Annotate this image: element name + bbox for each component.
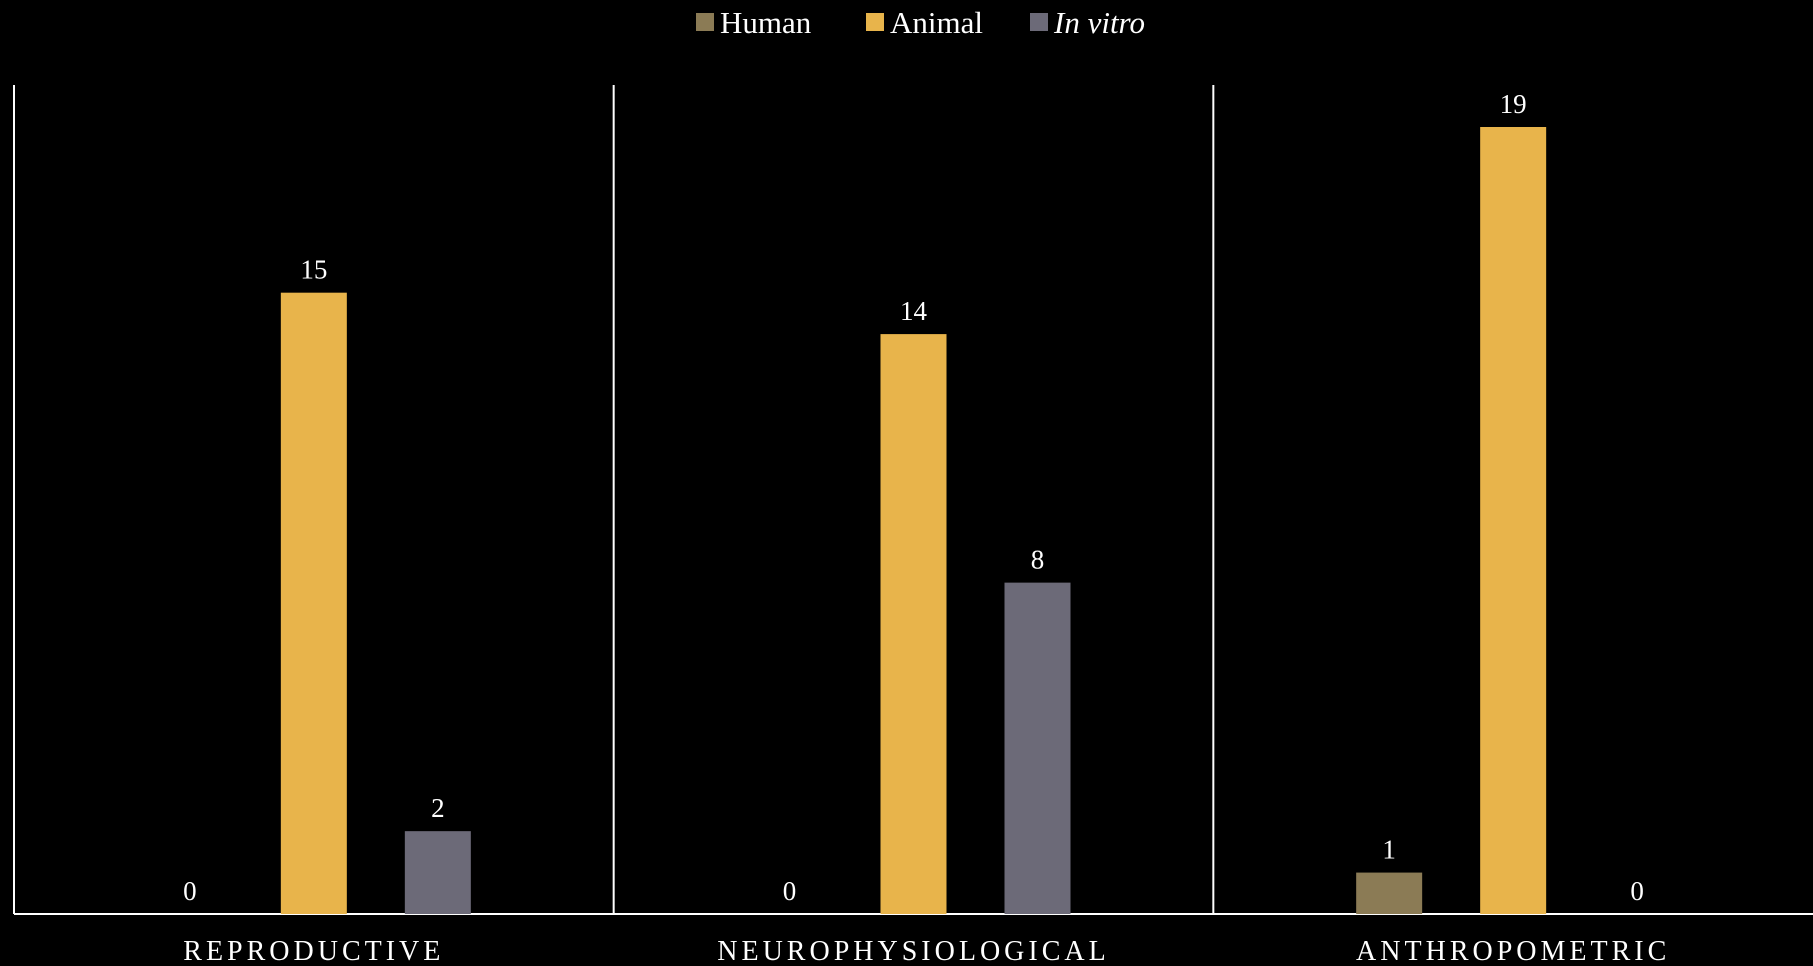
data-label-animal-neurophysiological: 14	[900, 296, 928, 326]
bar-in-vitro-neurophysiological	[1004, 582, 1071, 914]
bar-animal-anthropometric	[1480, 127, 1547, 914]
legend-label-human: Human	[720, 5, 812, 40]
data-label-in-vitro-reproductive: 2	[431, 793, 445, 823]
legend-swatch-animal	[866, 13, 884, 31]
bar-in-vitro-reproductive	[404, 831, 471, 914]
data-label-human-neurophysiological: 0	[783, 876, 797, 906]
data-label-human-reproductive: 0	[183, 876, 197, 906]
legend-swatch-in-vitro	[1030, 13, 1048, 31]
bar-animal-reproductive	[280, 292, 347, 914]
legend-label-animal: Animal	[890, 5, 983, 40]
bar-animal-neurophysiological	[880, 334, 947, 915]
category-label-anthropometric: ANTHROPOMETRIC	[1356, 936, 1670, 966]
data-label-human-anthropometric: 1	[1382, 835, 1396, 865]
legend-label-in-vitro: In vitro	[1053, 5, 1145, 40]
data-label-in-vitro-anthropometric: 0	[1630, 876, 1644, 906]
category-label-reproductive: REPRODUCTIVE	[183, 936, 444, 966]
data-label-in-vitro-neurophysiological: 8	[1031, 545, 1045, 575]
bar-human-anthropometric	[1356, 872, 1423, 914]
legend: Human Animal In vitro	[696, 5, 1145, 40]
category-label-neurophysiological: NEUROPHYSIOLOGICAL	[717, 936, 1109, 966]
data-label-animal-reproductive: 15	[300, 255, 327, 285]
data-label-animal-anthropometric: 19	[1500, 89, 1527, 119]
plot-area: 0 15 2 REPRODUCTIVE 0 14 8 NEUROPHYSIOLOGICAL 1 1…	[13, 85, 1813, 966]
legend-swatch-human	[696, 13, 714, 31]
